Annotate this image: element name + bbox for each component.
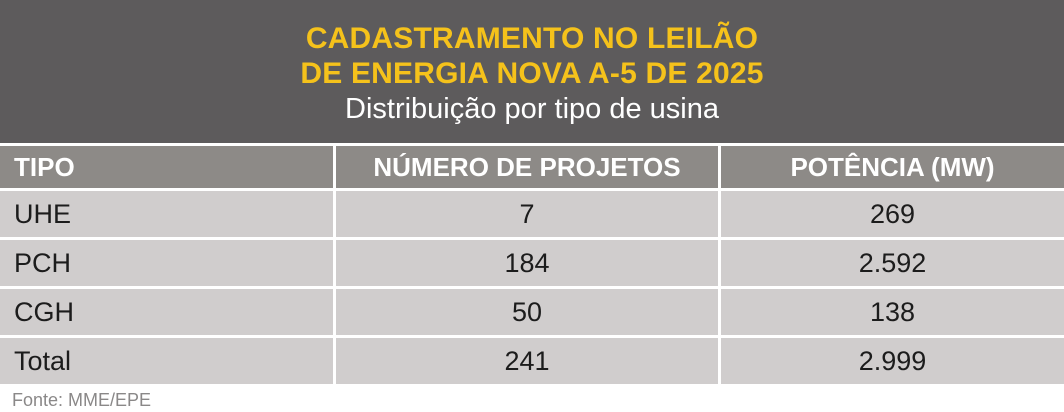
cell-numero-projetos: 50 bbox=[336, 289, 718, 335]
source-note: Fonte: MME/EPE bbox=[12, 390, 152, 410]
cell-potencia: 2.592 bbox=[721, 240, 1064, 286]
column-header-row: TIPO NÚMERO DE PROJETOS POTÊNCIA (MW) bbox=[0, 146, 1064, 188]
subtitle: Distribuição por tipo de usina bbox=[345, 93, 719, 125]
cell-tipo: Total bbox=[0, 338, 333, 384]
cell-tipo: CGH bbox=[0, 289, 333, 335]
cell-tipo: PCH bbox=[0, 240, 333, 286]
cell-potencia: 269 bbox=[721, 191, 1064, 237]
table-row: PCH 184 2.592 bbox=[0, 240, 1064, 286]
title-line-1: CADASTRAMENTO NO LEILÃO bbox=[305, 22, 759, 55]
table-row-total: Total 241 2.999 bbox=[0, 338, 1064, 384]
cell-potencia: 138 bbox=[721, 289, 1064, 335]
column-header-numero-projetos: NÚMERO DE PROJETOS bbox=[336, 146, 718, 188]
column-header-tipo: TIPO bbox=[0, 146, 333, 188]
cell-numero-projetos: 241 bbox=[336, 338, 718, 384]
table-header-banner: CADASTRAMENTO NO LEILÃO DE ENERGIA NOVA … bbox=[0, 0, 1064, 143]
cell-tipo: UHE bbox=[0, 191, 333, 237]
table-row: UHE 7 269 bbox=[0, 191, 1064, 237]
cell-numero-projetos: 7 bbox=[336, 191, 718, 237]
cell-numero-projetos: 184 bbox=[336, 240, 718, 286]
table-row: CGH 50 138 bbox=[0, 289, 1064, 335]
cell-potencia: 2.999 bbox=[721, 338, 1064, 384]
title-line-2: DE ENERGIA NOVA A-5 DE 2025 bbox=[300, 57, 764, 90]
column-header-potencia: POTÊNCIA (MW) bbox=[721, 146, 1064, 188]
